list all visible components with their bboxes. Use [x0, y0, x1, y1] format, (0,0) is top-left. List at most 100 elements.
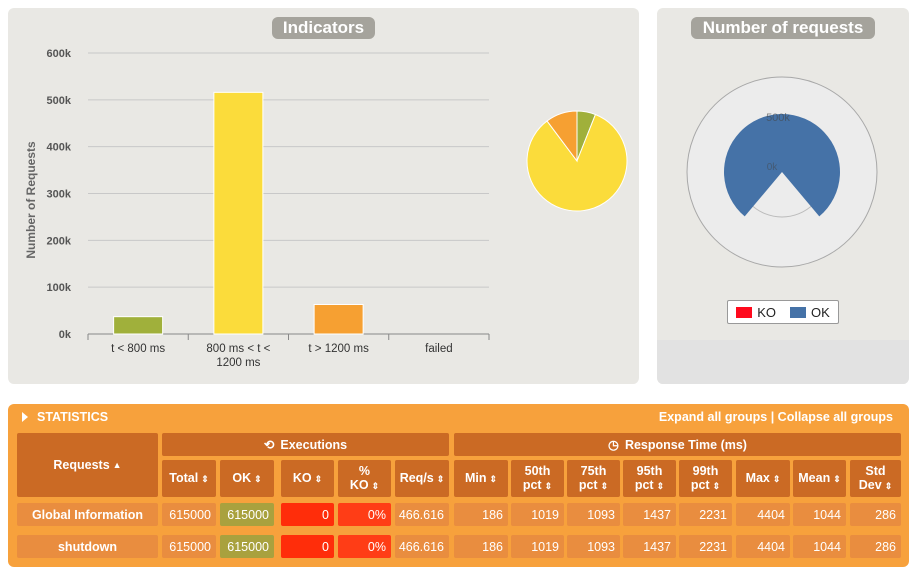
gauge-ok-slice: [724, 114, 840, 217]
y-tick-label: 400k: [47, 142, 72, 154]
table-cell: 1044: [793, 503, 846, 526]
table-cell: 186: [454, 535, 508, 558]
x-tick-label: 800 ms < t <: [206, 343, 270, 355]
response-time-group-header: ◷ Response Time (ms): [454, 433, 901, 456]
pie-slice-2: [546, 110, 578, 163]
y-tick-label: 300k: [47, 189, 72, 201]
column-header-95th-pct[interactable]: 95th pct ⇕: [623, 460, 676, 497]
requests-legend: KO OK: [727, 300, 839, 324]
table-cell: 615000: [162, 535, 216, 558]
sort-icon: ⇕: [201, 474, 209, 484]
column-header-99th-pct[interactable]: 99th pct ⇕: [679, 460, 732, 497]
table-cell: 0%: [338, 503, 391, 526]
executions-icon: ⟲: [263, 437, 275, 452]
y-tick-label: 600k: [47, 48, 72, 60]
indicators-panel: Indicators Number of Requests 0k 100k 200k…: [8, 8, 639, 384]
statistics-toggle[interactable]: STATISTICS: [22, 410, 108, 424]
table-cell: 1437: [623, 503, 676, 526]
bar-1: [213, 91, 264, 335]
table-cell: 186: [454, 503, 508, 526]
x-tick-label: t > 1200 ms: [308, 343, 369, 355]
table-cell: 286: [850, 535, 901, 558]
sort-icon: ⇕: [314, 474, 323, 484]
table-row-name[interactable]: Global Information: [17, 503, 158, 526]
legend-label-ok: OK: [811, 304, 830, 320]
table-cell: 615000: [220, 535, 274, 558]
table-cell: 1044: [793, 535, 846, 558]
sort-icon: ⇕: [600, 481, 609, 491]
table-cell: 1093: [567, 503, 620, 526]
table-cell: 0%: [338, 535, 391, 558]
sort-icon: ⇕: [656, 481, 665, 491]
column-header-ok[interactable]: OK ⇕: [220, 460, 274, 497]
column-header-max[interactable]: Max ⇕: [736, 460, 790, 497]
legend-item-ko[interactable]: KO: [736, 305, 776, 320]
column-header-req-s[interactable]: Req/s ⇕: [395, 460, 449, 497]
table-cell: 1019: [511, 535, 564, 558]
pie-slice-1: [526, 113, 628, 212]
table-cell: 0: [281, 503, 334, 526]
table-cell: 466.616: [395, 535, 449, 558]
requests-gauge-chart: 500k 0k: [686, 76, 878, 268]
gauge-zero-label: 0k: [767, 162, 779, 173]
x-tick-label-line2: 1200 ms: [216, 357, 260, 369]
indicators-title: Indicators: [272, 17, 375, 39]
statistics-title: STATISTICS: [37, 410, 109, 424]
sort-icon: ⇕: [772, 474, 781, 484]
column-header-std-dev[interactable]: Std Dev ⇕: [850, 460, 901, 497]
bar-0: [113, 316, 164, 335]
requests-column-header[interactable]: Requests ▲: [17, 433, 158, 497]
y-tick-label: 100k: [47, 282, 72, 294]
column-header-mean[interactable]: Mean ⇕: [793, 460, 846, 497]
table-cell: 2231: [679, 503, 732, 526]
table-cell: 4404: [736, 503, 790, 526]
sort-icon: ⇕: [371, 481, 380, 491]
sort-icon: ⇕: [712, 481, 721, 491]
bar-2: [313, 303, 364, 335]
table-cell: 1019: [511, 503, 564, 526]
legend-item-ok[interactable]: OK: [790, 305, 830, 320]
table-cell: 4404: [736, 535, 790, 558]
column-header-total[interactable]: Total ⇕: [162, 460, 216, 497]
sort-asc-icon: ▲: [112, 460, 122, 470]
expand-collapse-groups-link[interactable]: Expand all groups | Collapse all groups: [658, 410, 893, 424]
column-header-75th-pct[interactable]: 75th pct ⇕: [567, 460, 620, 497]
sort-icon: ⇕: [833, 474, 841, 484]
table-cell: 615000: [220, 503, 274, 526]
executions-group-header: ⟲ Executions: [162, 433, 449, 456]
legend-swatch-ko: [736, 306, 753, 318]
sort-icon: ⇕: [436, 474, 445, 484]
executions-header-label: Executions: [280, 437, 348, 452]
indicators-bar-chart: Number of Requests 0k 100k 200k 300k 400k 500…: [24, 48, 628, 369]
y-tick-label: 200k: [47, 235, 72, 247]
x-tick-label: failed: [425, 343, 453, 355]
legend-label-ko: KO: [757, 304, 776, 320]
table-cell: 1437: [623, 535, 676, 558]
table-row-name[interactable]: shutdown: [17, 535, 158, 558]
expand-triangle-icon: [22, 412, 28, 422]
column-header-ko[interactable]: KO ⇕: [281, 460, 334, 497]
response-time-header-label: Response Time (ms): [624, 437, 747, 452]
sort-icon: ⇕: [489, 474, 498, 484]
x-tick-label: t < 800 ms: [111, 343, 165, 355]
clock-icon: ◷: [608, 437, 619, 452]
y-tick-label: 500k: [47, 95, 72, 107]
table-cell: 0: [281, 535, 334, 558]
requests-title: Number of requests: [691, 17, 875, 39]
column-header-50th-pct[interactable]: 50th pct ⇕: [511, 460, 564, 497]
y-tick-label: 0k: [59, 329, 72, 341]
legend-swatch-ok: [790, 306, 806, 318]
y-axis-label: Number of Requests: [24, 141, 38, 259]
column-header--ko[interactable]: % KO ⇕: [338, 460, 391, 497]
table-cell: 286: [850, 503, 901, 526]
sort-icon: ⇕: [544, 481, 553, 491]
sort-icon: ⇕: [884, 481, 893, 491]
gauge-max-label: 500k: [766, 112, 790, 124]
table-cell: 615000: [162, 503, 216, 526]
sort-icon: ⇕: [254, 474, 262, 484]
requests-panel-footer: [657, 340, 909, 384]
statistics-panel: STATISTICS Expand all groups | Collapse …: [8, 404, 909, 567]
table-cell: 2231: [679, 535, 732, 558]
table-cell: 1093: [567, 535, 620, 558]
column-header-min[interactable]: Min ⇕: [454, 460, 508, 497]
